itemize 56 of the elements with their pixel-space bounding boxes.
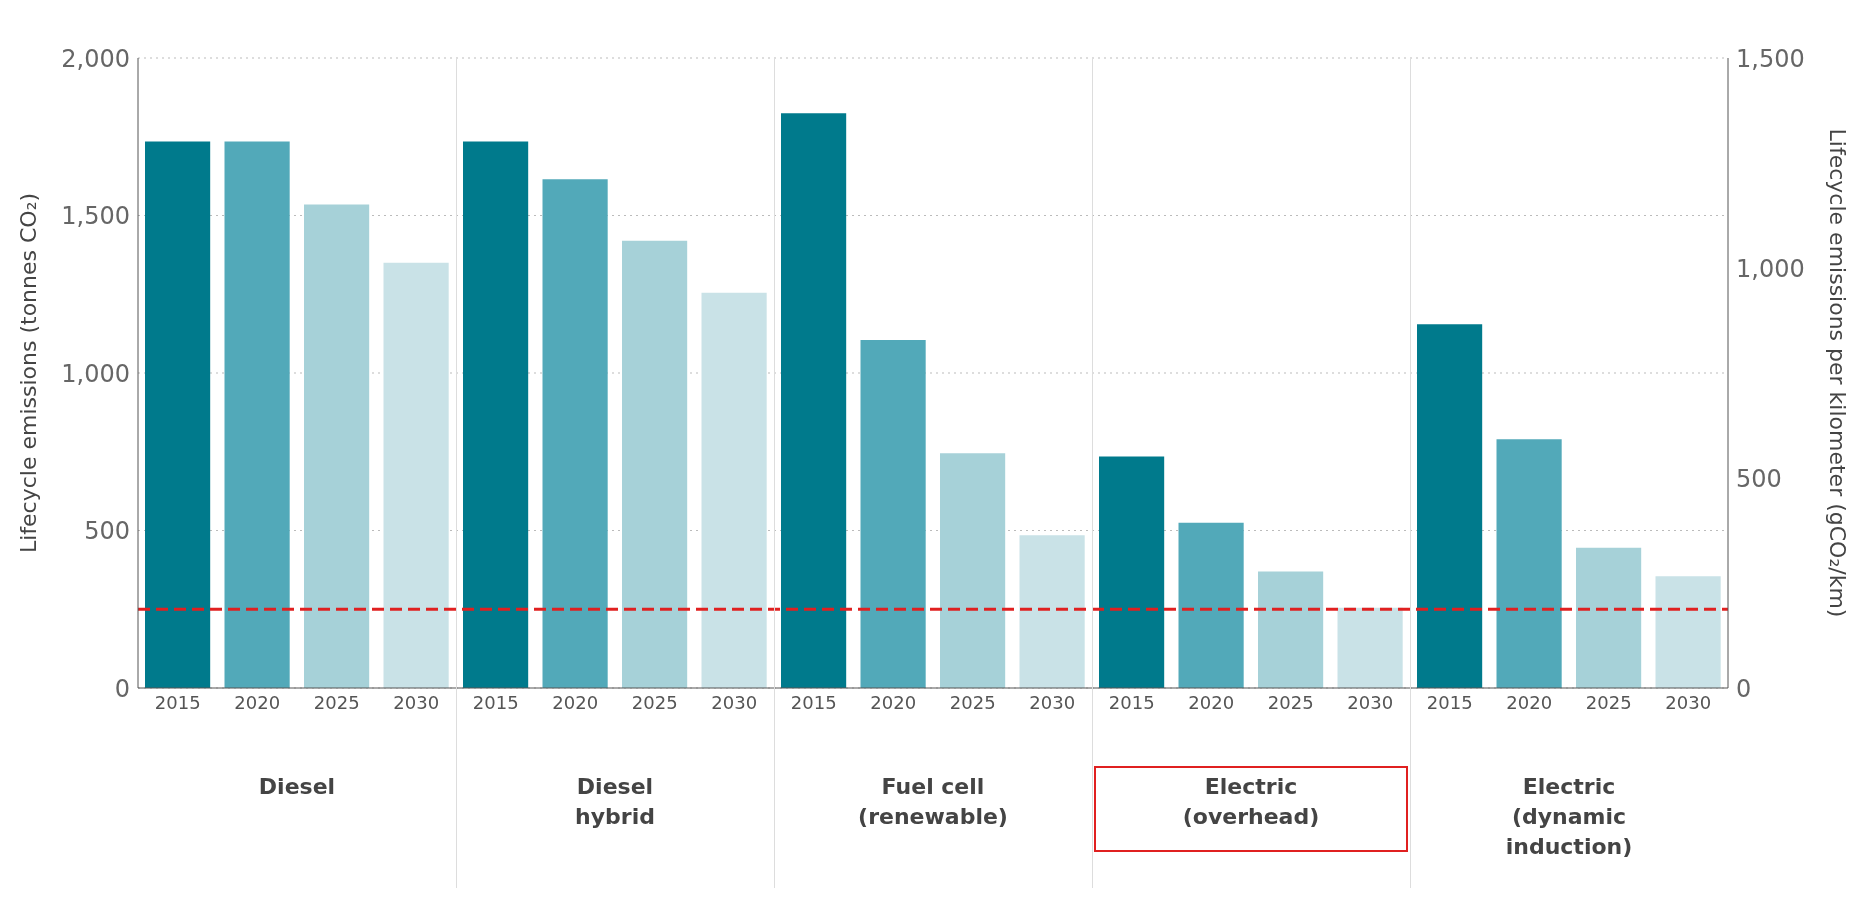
text: Diesel xyxy=(257,773,337,801)
bar xyxy=(701,292,767,688)
x-tick-label: 2030 xyxy=(1347,691,1394,713)
x-tick-label: 2025 xyxy=(1267,691,1314,713)
bar xyxy=(542,179,608,688)
x-tick-label: 2025 xyxy=(949,691,996,713)
bar xyxy=(145,141,211,688)
x-tick-label: 2025 xyxy=(313,691,360,713)
x-tick-label: 2020 xyxy=(1506,691,1553,713)
x-tick-label: 2030 xyxy=(711,691,758,713)
bar xyxy=(224,141,290,688)
text: Diesel hybrid xyxy=(574,773,656,831)
x-tick-label: 2015 xyxy=(154,691,201,713)
x-tick-label: 2030 xyxy=(1665,691,1712,713)
bar xyxy=(1019,535,1085,688)
x-tick-label: 2015 xyxy=(472,691,519,713)
bar xyxy=(1576,547,1642,688)
bar xyxy=(622,240,688,688)
y-axis-title: Lifecycle emissions (tonnes CO₂) xyxy=(15,192,41,554)
bar xyxy=(1655,576,1721,688)
x-tick-label: 2020 xyxy=(1188,691,1235,713)
x-tick-label: 2025 xyxy=(631,691,678,713)
y-tick-label: 1,000 xyxy=(61,359,130,388)
bar xyxy=(304,204,370,688)
bar xyxy=(940,453,1006,688)
y-tick-label: 1,500 xyxy=(61,202,130,231)
bar xyxy=(1417,324,1483,688)
bar xyxy=(1099,456,1165,688)
bar xyxy=(1178,522,1244,688)
text: Electric (overhead) xyxy=(1181,773,1321,831)
bar xyxy=(1258,571,1324,688)
x-tick-label: 2015 xyxy=(790,691,837,713)
y2-tick-label: 500 xyxy=(1736,464,1782,493)
bar xyxy=(463,141,529,688)
y-tick-label: 500 xyxy=(84,517,130,546)
x-tick-label: 2020 xyxy=(870,691,917,713)
text: Electric (dynamic induction) xyxy=(1504,773,1634,861)
bar xyxy=(383,262,449,688)
bar xyxy=(781,113,847,688)
x-tick-label: 2020 xyxy=(552,691,599,713)
bar xyxy=(1496,439,1562,688)
y-tick-label: 0 xyxy=(114,674,130,703)
y2-tick-label: 1,500 xyxy=(1736,44,1805,73)
bar xyxy=(1337,607,1403,688)
bar xyxy=(860,339,926,688)
x-tick-label: 2030 xyxy=(393,691,440,713)
x-tick-label: 2015 xyxy=(1108,691,1155,713)
x-tick-label: 2030 xyxy=(1029,691,1076,713)
y-tick-label: 2,000 xyxy=(61,44,130,73)
x-tick-label: 2015 xyxy=(1426,691,1473,713)
y2-tick-label: 0 xyxy=(1736,674,1752,703)
y2-tick-label: 1,000 xyxy=(1736,254,1805,283)
text: Fuel cell (renewable) xyxy=(857,773,1009,831)
y2-axis-title: Lifecycle emissions per kilometer (gCO₂/km) xyxy=(1825,128,1851,618)
x-tick-label: 2020 xyxy=(234,691,281,713)
x-tick-label: 2025 xyxy=(1585,691,1632,713)
